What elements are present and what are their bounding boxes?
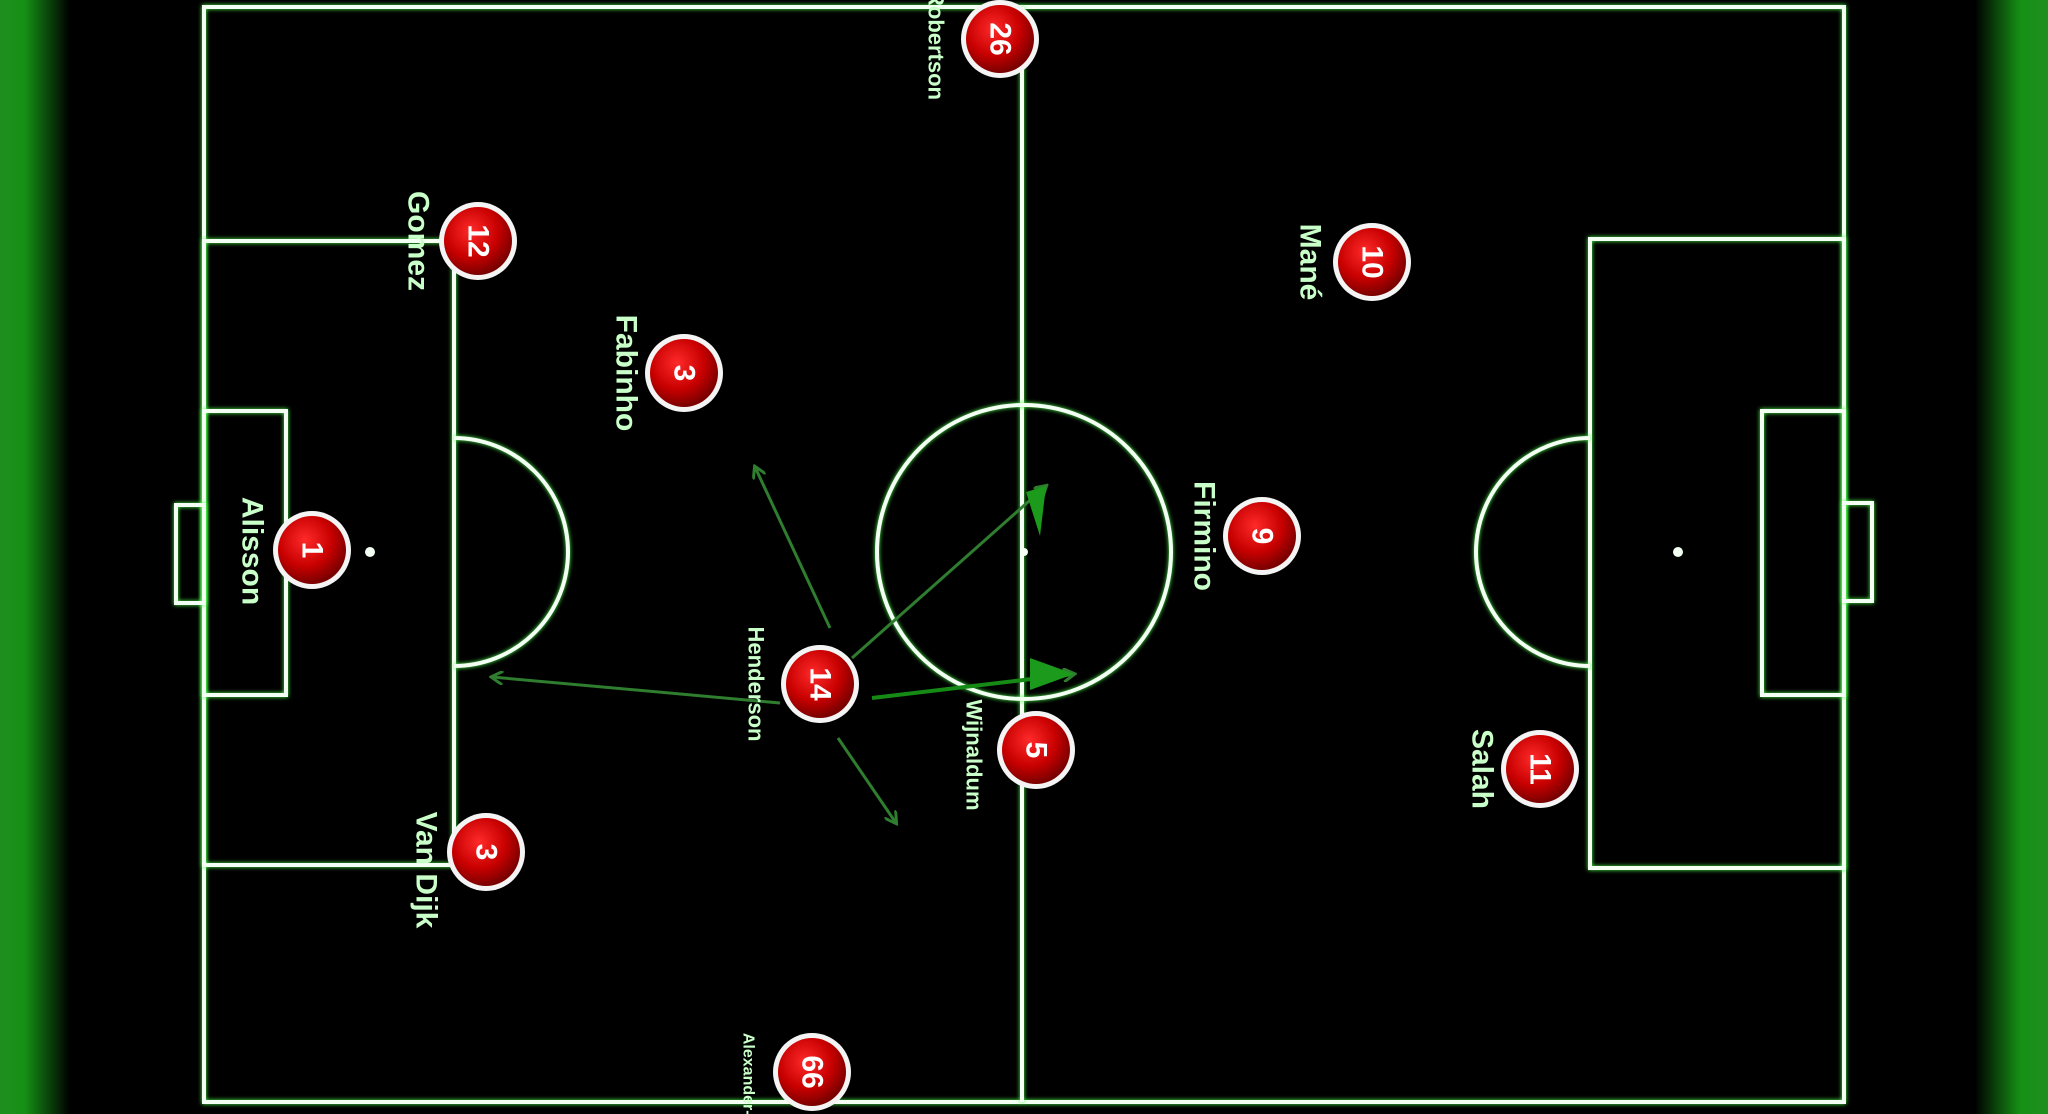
player-badge xyxy=(778,1038,846,1106)
player-name: Fabinho xyxy=(610,315,643,432)
player-badge xyxy=(786,650,854,718)
player-badge xyxy=(966,5,1034,73)
player-wijnaldum[interactable]: 5 Wijnaldum xyxy=(962,699,1076,811)
player-name: Gomez xyxy=(402,191,435,291)
player-number: 12 xyxy=(462,224,495,257)
player-number: 66 xyxy=(796,1055,829,1088)
player-number: 11 xyxy=(1524,753,1557,785)
player-number: 5 xyxy=(1020,742,1053,759)
player-number: 3 xyxy=(668,365,701,382)
player-badge xyxy=(444,207,512,275)
player-name: Firmino xyxy=(1188,481,1221,591)
player-number: 26 xyxy=(984,22,1017,55)
left-penalty-spot xyxy=(365,547,375,557)
player-badge xyxy=(1002,716,1070,784)
player-badge xyxy=(1338,228,1406,296)
player-name: Van Dijk xyxy=(410,812,443,929)
pass-arrow-forward xyxy=(851,486,1046,660)
player-alisson[interactable]: 1 Alisson xyxy=(236,497,352,605)
right-goal xyxy=(1842,501,1874,603)
player-badge xyxy=(452,818,520,886)
pass-arrow-down xyxy=(836,737,896,823)
player-name: Salah xyxy=(1466,729,1499,809)
player-name: Mané xyxy=(1294,224,1327,301)
pass-arrows xyxy=(492,467,1074,823)
player-firmino[interactable]: 9 Firmino xyxy=(1188,481,1302,591)
player-van-dijk[interactable]: 3 Van Dijk xyxy=(410,812,526,929)
player-alexander-arnold[interactable]: 66 Alexander-Arnold xyxy=(740,1033,852,1114)
player-mane[interactable]: 10 Mané xyxy=(1294,223,1412,301)
right-penalty-spot xyxy=(1673,547,1683,557)
player-number: 10 xyxy=(1356,245,1389,278)
player-name: Alexander-Arnold xyxy=(740,1033,757,1114)
player-robertson[interactable]: 26 Robertson xyxy=(924,0,1040,100)
player-fabinho[interactable]: 3 Fabinho xyxy=(610,315,724,432)
player-gomez[interactable]: 12 Gomez xyxy=(402,191,518,291)
player-name: Robertson xyxy=(924,0,949,100)
pitch-markings xyxy=(174,5,1874,1104)
player-name: Alisson xyxy=(236,497,269,605)
centre-circle xyxy=(875,403,1173,701)
right-penalty-box xyxy=(1588,237,1846,870)
pass-arrow-up-left xyxy=(755,467,832,629)
players: 1 Alisson 12 Gomez 3 Van Dijk 3 Fabinho 14 Hender… xyxy=(236,0,1580,1114)
player-badge xyxy=(1506,735,1574,803)
pass-arrow-forward-head xyxy=(1026,486,1046,536)
player-name: Henderson xyxy=(744,627,769,742)
player-salah[interactable]: 11 Salah xyxy=(1466,729,1580,809)
player-name: Wijnaldum xyxy=(962,699,987,810)
player-number: 9 xyxy=(1246,528,1279,545)
player-badge xyxy=(278,516,346,584)
left-penalty-arc xyxy=(453,436,570,668)
player-badge xyxy=(650,339,718,407)
player-badge xyxy=(1228,502,1296,570)
centre-spot xyxy=(1020,548,1028,556)
right-penalty-arc xyxy=(1474,436,1591,668)
player-number: 14 xyxy=(804,667,837,701)
pass-arrow-left xyxy=(492,677,781,705)
pass-arrow-right-head xyxy=(1030,658,1074,690)
player-henderson[interactable]: 14 Henderson xyxy=(744,627,860,742)
player-number: 3 xyxy=(470,844,503,861)
player-number: 1 xyxy=(296,542,329,559)
right-goal-area xyxy=(1760,409,1846,697)
left-goal xyxy=(174,503,206,605)
